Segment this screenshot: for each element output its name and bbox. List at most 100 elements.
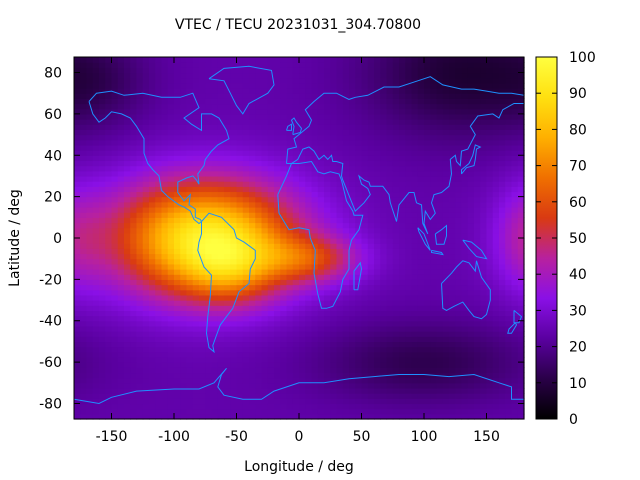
heatmap-cell	[286, 217, 294, 224]
heatmap-cell	[236, 346, 244, 353]
heatmap-cell	[186, 222, 194, 229]
heatmap-cell	[142, 113, 150, 120]
heatmap-cell	[249, 300, 256, 306]
heatmap-cell	[124, 144, 131, 151]
heatmap-cell	[492, 351, 500, 358]
heatmap-cell	[386, 387, 394, 394]
heatmap-cell	[124, 206, 131, 213]
heatmap-cell	[224, 351, 231, 358]
heatmap-cell	[249, 382, 256, 389]
heatmap-cell	[505, 310, 513, 317]
heatmap-cell	[267, 269, 275, 275]
heatmap-cell	[336, 144, 344, 151]
heatmap-cell	[442, 413, 450, 420]
heatmap-cell	[499, 279, 506, 286]
heatmap-cell	[474, 129, 481, 136]
heatmap-cell	[117, 372, 125, 379]
heatmap-cell	[374, 217, 381, 224]
heatmap-cell	[361, 367, 369, 374]
heatmap-cell	[367, 289, 375, 296]
heatmap-cell	[192, 289, 200, 296]
heatmap-cell	[361, 294, 369, 301]
heatmap-cell	[367, 393, 375, 399]
heatmap-cell	[205, 77, 213, 84]
heatmap-cell	[86, 134, 94, 141]
heatmap-cell	[267, 305, 275, 311]
heatmap-cell	[386, 217, 394, 224]
heatmap-cell	[230, 93, 238, 99]
heatmap-cell	[274, 232, 281, 239]
heatmap-cell	[367, 269, 375, 275]
heatmap-cell	[349, 300, 356, 306]
heatmap-cell	[92, 165, 100, 172]
heatmap-cell	[242, 113, 250, 120]
heatmap-cell	[211, 279, 219, 286]
heatmap-cell	[192, 181, 200, 187]
heatmap-cell	[130, 129, 138, 136]
heatmap-cell	[399, 201, 406, 208]
heatmap-cell	[361, 134, 369, 141]
heatmap-cell	[374, 356, 381, 363]
heatmap-cell	[305, 263, 313, 270]
heatmap-cell	[486, 372, 494, 379]
heatmap-cell	[211, 398, 219, 405]
heatmap-cell	[374, 279, 381, 286]
heatmap-cell	[186, 67, 194, 74]
heatmap-cell	[486, 82, 494, 89]
heatmap-cell	[105, 93, 113, 99]
heatmap-cell	[192, 77, 200, 84]
heatmap-cell	[299, 170, 306, 177]
heatmap-cell	[192, 351, 200, 358]
heatmap-cell	[80, 175, 88, 182]
heatmap-cell	[274, 398, 281, 405]
heatmap-cell	[374, 62, 381, 68]
heatmap-cell	[399, 336, 406, 343]
heatmap-cell	[374, 305, 381, 311]
heatmap-cell	[180, 331, 188, 337]
heatmap-cell	[511, 331, 519, 337]
heatmap-cell	[486, 377, 494, 384]
heatmap-cell	[211, 346, 219, 353]
heatmap-cell	[199, 300, 206, 306]
heatmap-cell	[117, 93, 125, 99]
heatmap-cell	[142, 170, 150, 177]
heatmap-cell	[386, 139, 394, 146]
heatmap-cell	[267, 248, 275, 255]
heatmap-cell	[324, 119, 331, 125]
heatmap-cell	[361, 274, 369, 280]
heatmap-cell	[205, 170, 213, 177]
heatmap-cell	[111, 134, 119, 141]
heatmap-cell	[492, 232, 500, 239]
heatmap-cell	[136, 150, 144, 156]
heatmap-cell	[467, 217, 475, 224]
heatmap-cell	[192, 165, 200, 172]
heatmap-cell	[511, 362, 519, 368]
heatmap-cell	[174, 217, 181, 224]
heatmap-cell	[455, 393, 463, 399]
heatmap-cell	[499, 315, 506, 322]
heatmap-cell	[161, 222, 169, 229]
heatmap-cell	[324, 289, 331, 296]
heatmap-cell	[455, 232, 463, 239]
heatmap-cell	[380, 165, 388, 172]
heatmap-cell	[80, 57, 88, 63]
heatmap-cell	[367, 263, 375, 270]
heatmap-cell	[267, 88, 275, 94]
heatmap-cell	[461, 253, 469, 260]
heatmap-cell	[392, 284, 400, 291]
heatmap-cell	[299, 139, 306, 146]
heatmap-cell	[317, 139, 325, 146]
heatmap-cell	[149, 367, 156, 374]
heatmap-cell	[480, 165, 488, 172]
heatmap-cell	[480, 175, 488, 182]
heatmap-cell	[336, 294, 344, 301]
heatmap-cell	[424, 387, 431, 394]
heatmap-cell	[99, 232, 106, 239]
heatmap-cell	[505, 134, 513, 141]
heatmap-cell	[242, 77, 250, 84]
heatmap-cell	[224, 201, 231, 208]
heatmap-cell	[74, 232, 81, 239]
heatmap-cell	[411, 279, 419, 286]
heatmap-cell	[205, 346, 213, 353]
heatmap-cell	[461, 346, 469, 353]
